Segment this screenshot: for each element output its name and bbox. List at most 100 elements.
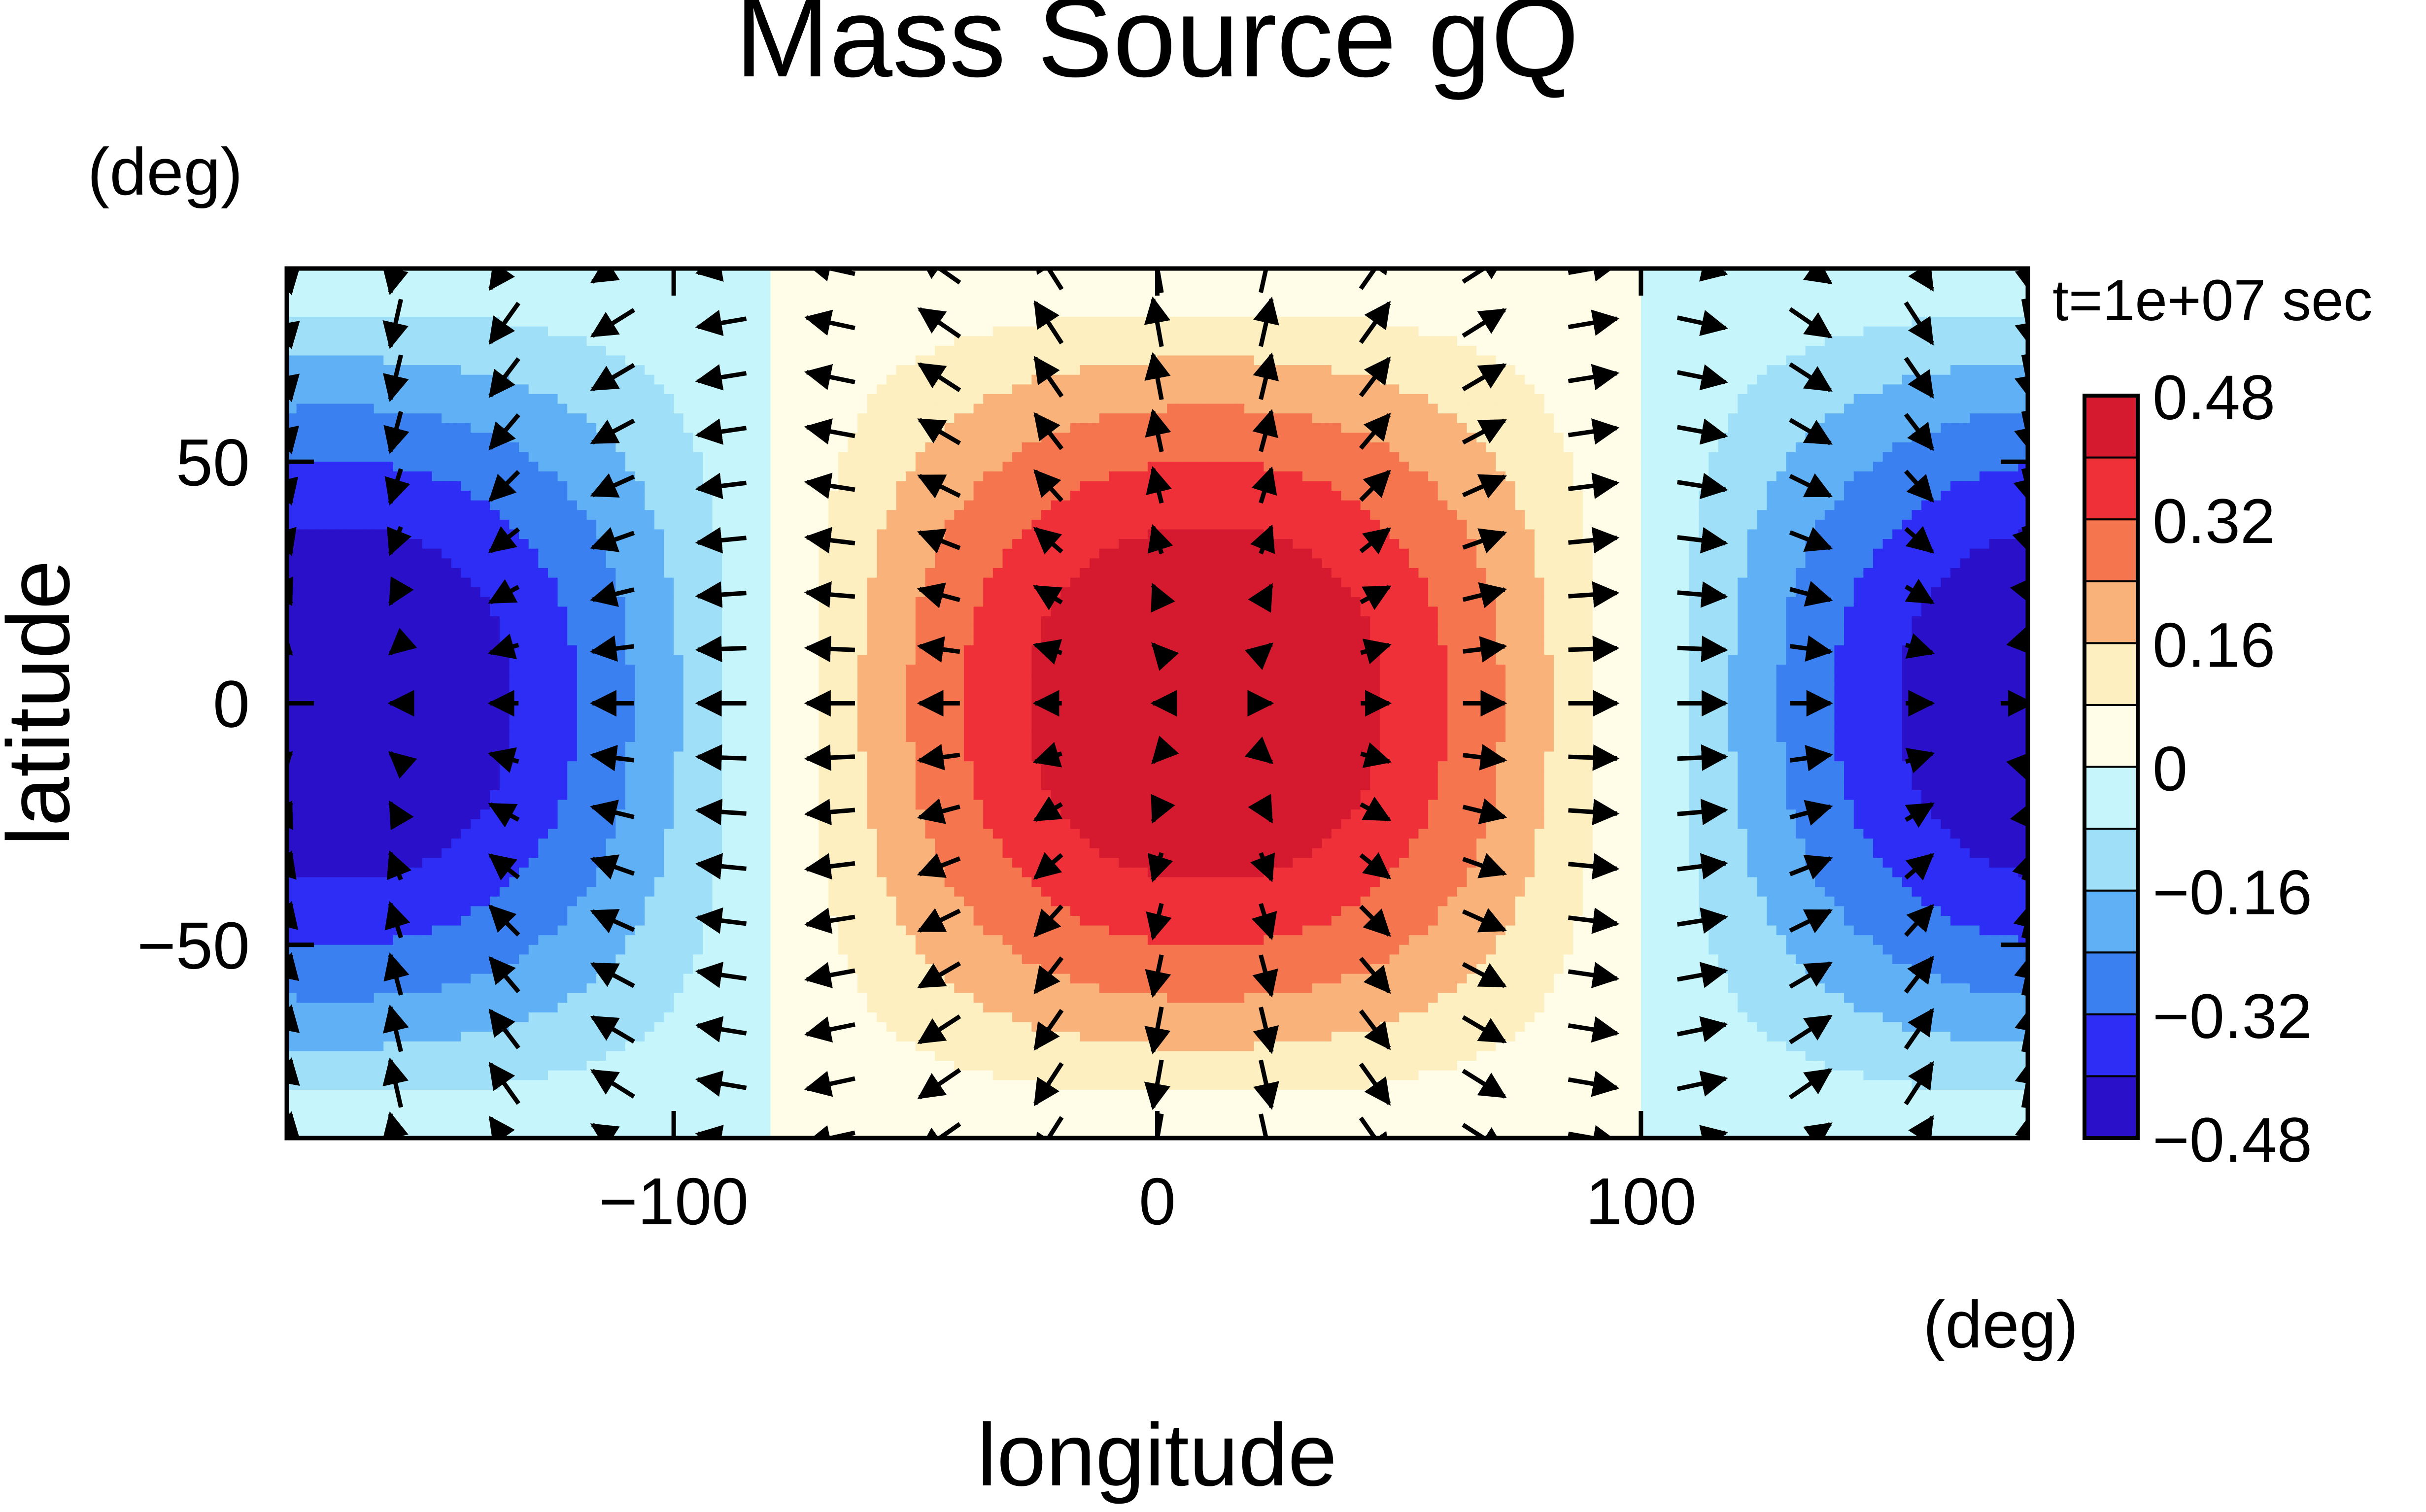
heatmap-cell bbox=[838, 530, 848, 539]
heatmap-cell bbox=[1815, 336, 1825, 346]
heatmap-cell bbox=[1535, 481, 1544, 491]
heatmap-cell bbox=[1622, 298, 1632, 307]
heatmap-cell bbox=[964, 346, 974, 356]
heatmap-cell bbox=[422, 346, 432, 356]
heatmap-cell bbox=[1438, 442, 1448, 452]
heatmap-cell bbox=[1012, 375, 1022, 385]
heatmap-cell bbox=[615, 462, 625, 471]
heatmap-cell bbox=[1244, 520, 1254, 530]
heatmap-cell bbox=[654, 530, 664, 539]
heatmap-cell bbox=[1573, 394, 1583, 404]
heatmap-cell bbox=[887, 298, 896, 307]
heatmap-cell bbox=[906, 384, 916, 394]
heatmap-cell bbox=[606, 442, 616, 452]
heatmap-cell bbox=[316, 317, 326, 327]
heatmap-cell bbox=[1950, 404, 1960, 414]
heatmap-cell bbox=[548, 384, 558, 394]
heatmap-cell bbox=[1496, 520, 1505, 530]
heatmap-cell bbox=[606, 346, 616, 356]
heatmap-cell bbox=[1225, 288, 1235, 298]
heatmap-cell bbox=[422, 278, 432, 288]
heatmap-cell bbox=[461, 452, 471, 462]
heatmap-cell bbox=[1796, 491, 1806, 501]
heatmap-cell bbox=[1022, 452, 1032, 462]
heatmap-cell bbox=[1302, 520, 1312, 530]
heatmap-cell bbox=[1505, 530, 1515, 539]
heatmap-cell bbox=[1273, 501, 1283, 510]
heatmap-cell bbox=[432, 520, 442, 530]
heatmap-cell bbox=[1090, 452, 1099, 462]
heatmap-cell bbox=[1070, 413, 1080, 423]
heatmap-cell bbox=[1660, 433, 1670, 442]
heatmap-cell bbox=[751, 404, 761, 414]
heatmap-cell bbox=[1341, 384, 1351, 394]
heatmap-cell bbox=[1399, 307, 1409, 317]
heatmap-cell bbox=[1593, 501, 1603, 510]
heatmap-cell bbox=[1312, 404, 1322, 414]
heatmap-cell bbox=[374, 317, 384, 327]
heatmap-cell bbox=[1747, 365, 1757, 375]
heatmap-cell bbox=[664, 394, 674, 404]
heatmap-cell bbox=[1825, 510, 1835, 520]
heatmap-cell bbox=[432, 442, 442, 452]
heatmap-cell bbox=[867, 404, 877, 414]
heatmap-cell bbox=[1186, 530, 1196, 539]
heatmap-cell bbox=[742, 288, 752, 298]
heatmap-cell bbox=[615, 356, 625, 366]
heatmap-cell bbox=[1612, 356, 1622, 366]
heatmap-cell bbox=[954, 462, 964, 471]
heatmap-cell bbox=[480, 462, 490, 471]
heatmap-cell bbox=[664, 501, 674, 510]
heatmap-cell bbox=[1535, 384, 1544, 394]
heatmap-cell bbox=[1119, 433, 1128, 442]
heatmap-cell bbox=[1370, 336, 1380, 346]
heatmap-cell bbox=[529, 327, 539, 336]
heatmap-cell bbox=[964, 452, 974, 462]
heatmap-cell bbox=[1467, 413, 1477, 423]
heatmap-cell bbox=[645, 384, 654, 394]
heatmap-cell bbox=[1535, 520, 1544, 530]
heatmap-cell bbox=[1244, 375, 1254, 385]
heatmap-cell bbox=[1602, 471, 1612, 481]
heatmap-cell bbox=[954, 307, 964, 317]
heatmap-cell bbox=[1109, 471, 1119, 481]
heatmap-cell bbox=[935, 520, 945, 530]
heatmap-cell bbox=[1254, 452, 1264, 462]
heatmap-cell bbox=[1496, 278, 1505, 288]
heatmap-cell bbox=[1902, 491, 1912, 501]
heatmap-cell bbox=[1031, 491, 1041, 501]
heatmap-cell bbox=[306, 278, 316, 288]
heatmap-cell bbox=[867, 452, 877, 462]
heatmap-cell bbox=[1341, 491, 1351, 501]
heatmap-cell bbox=[586, 375, 596, 385]
heatmap-cell bbox=[1718, 413, 1728, 423]
heatmap-cell bbox=[867, 394, 877, 404]
heatmap-cell bbox=[974, 307, 984, 317]
heatmap-cell bbox=[1060, 471, 1070, 481]
heatmap-cell bbox=[1960, 336, 1970, 346]
heatmap-cell bbox=[896, 413, 906, 423]
heatmap-cell bbox=[674, 307, 683, 317]
heatmap-cell bbox=[1080, 433, 1090, 442]
heatmap-cell bbox=[703, 442, 713, 452]
heatmap-cell bbox=[577, 442, 587, 452]
heatmap-cell bbox=[1235, 394, 1245, 404]
heatmap-cell bbox=[664, 365, 674, 375]
heatmap-cell bbox=[1254, 307, 1264, 317]
heatmap-cell bbox=[1196, 317, 1206, 327]
heatmap-cell bbox=[770, 481, 780, 491]
heatmap-cell bbox=[1679, 307, 1689, 317]
heatmap-cell bbox=[896, 384, 906, 394]
heatmap-cell bbox=[790, 413, 800, 423]
heatmap-cell bbox=[1080, 501, 1090, 510]
heatmap-cell bbox=[1689, 384, 1699, 394]
heatmap-cell bbox=[1119, 298, 1128, 307]
heatmap-cell bbox=[577, 298, 587, 307]
heatmap-cell bbox=[364, 530, 374, 539]
heatmap-cell bbox=[326, 288, 336, 298]
heatmap-cell bbox=[1844, 491, 1854, 501]
heatmap-cell bbox=[1476, 298, 1486, 307]
heatmap-cell bbox=[1912, 384, 1921, 394]
heatmap-cell bbox=[645, 356, 654, 366]
heatmap-cell bbox=[586, 530, 596, 539]
